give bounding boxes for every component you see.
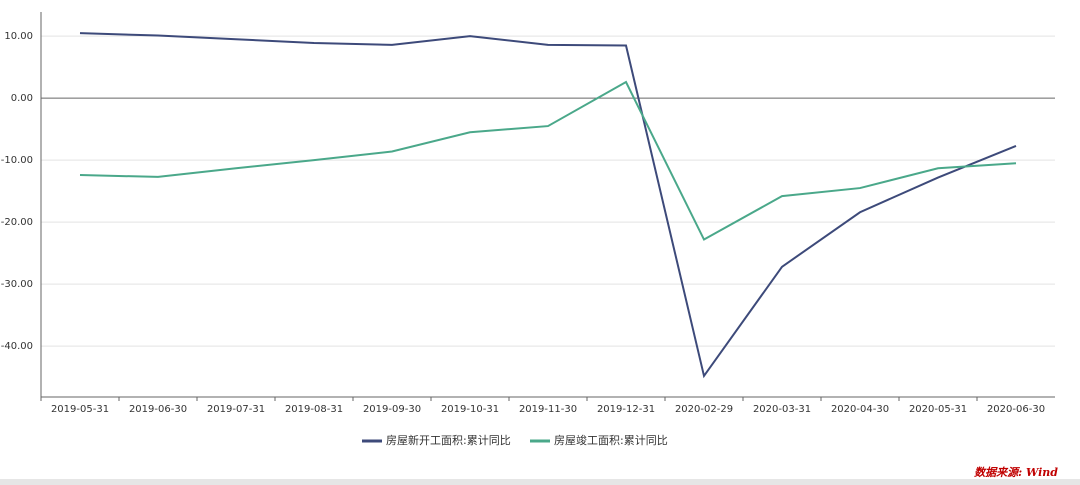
legend-label: 房屋竣工面积:累计同比: [554, 433, 668, 447]
y-tick-label: -30.00: [1, 279, 33, 290]
x-tick-label: 2019-07-31: [207, 404, 265, 415]
y-tick-label: 0.00: [11, 93, 33, 104]
x-tick-label: 2019-09-30: [363, 404, 421, 415]
y-tick-label: -20.00: [1, 217, 33, 228]
y-tick-label: -40.00: [1, 341, 33, 352]
x-tick-label: 2019-05-31: [51, 404, 109, 415]
x-tick-label: 2020-03-31: [753, 404, 811, 415]
x-tick-label: 2019-12-31: [597, 404, 655, 415]
x-tick-label: 2020-06-30: [987, 404, 1045, 415]
legend-label: 房屋新开工面积:累计同比: [386, 433, 511, 447]
line-series: [79, 80, 1017, 241]
x-tick-label: 2020-05-31: [909, 404, 967, 415]
source-note: 数据来源: Wind: [974, 466, 1058, 479]
x-tick-label: 2019-06-30: [129, 404, 187, 415]
x-tick-label: 2020-04-30: [831, 404, 889, 415]
y-tick-label: 10.00: [4, 31, 33, 42]
line-series: [79, 32, 1017, 379]
x-tick-label: 2019-08-31: [285, 404, 343, 415]
x-tick-label: 2019-10-31: [441, 404, 499, 415]
x-tick-label: 2019-11-30: [519, 404, 577, 415]
y-tick-label: -10.00: [1, 155, 33, 166]
bottom-bar: [0, 479, 1080, 485]
x-tick-label: 2020-02-29: [675, 404, 733, 415]
